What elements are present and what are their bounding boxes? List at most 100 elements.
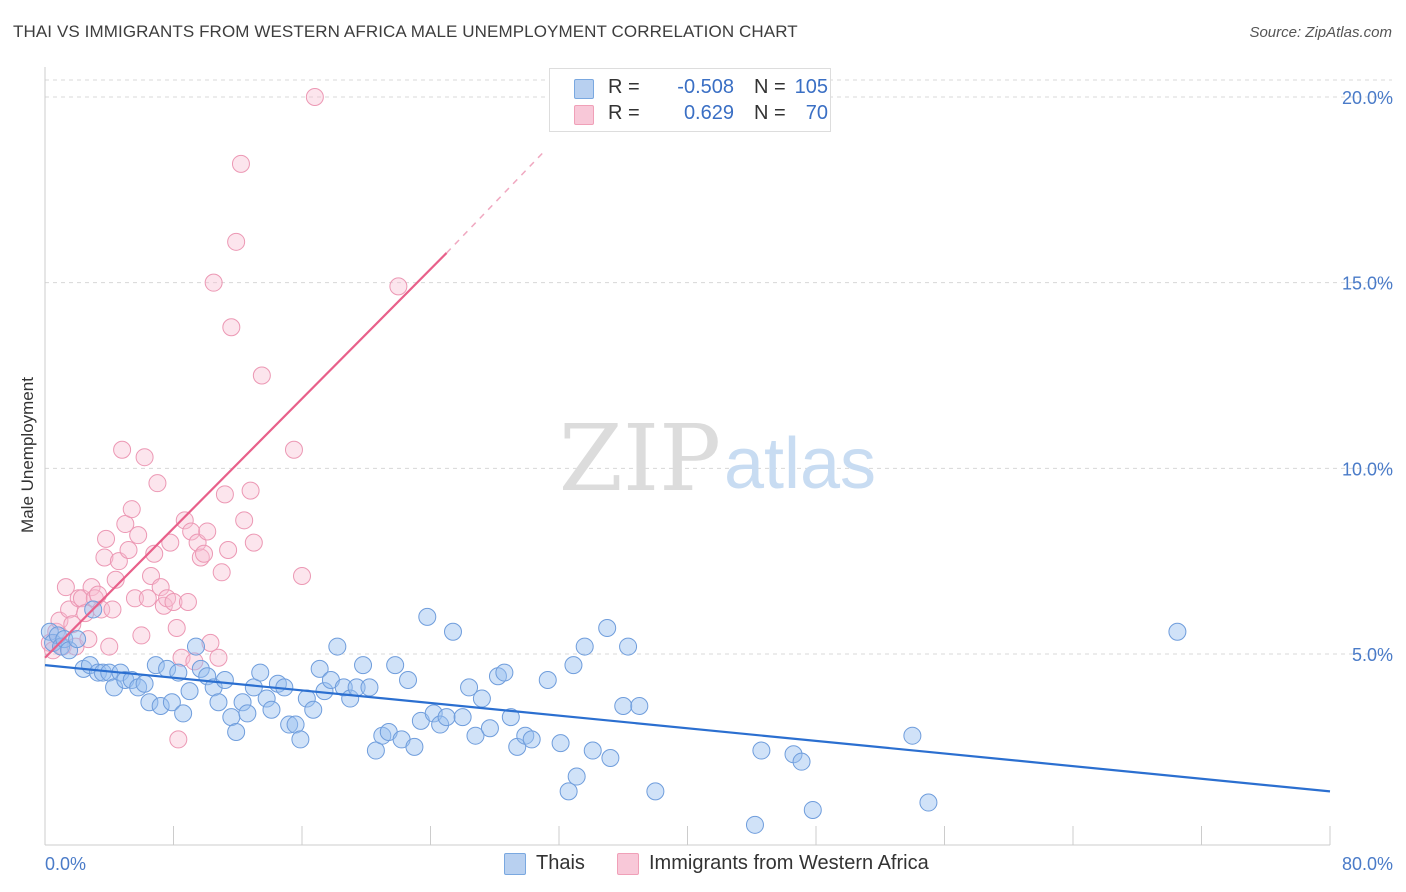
thais-point <box>146 656 165 675</box>
thais-point <box>538 670 557 689</box>
immigrants-point <box>151 578 170 597</box>
immigrants-point <box>231 154 250 173</box>
thais-point <box>480 719 499 738</box>
thais-point <box>575 637 594 656</box>
thais-point <box>135 674 154 693</box>
immigrants-point <box>167 619 186 638</box>
legend-r-label: R = <box>608 102 640 124</box>
thais-point <box>630 696 649 715</box>
immigrants-point <box>227 232 246 251</box>
thais-point <box>191 659 210 678</box>
immigrants-point <box>185 652 204 671</box>
immigrants-point <box>178 593 197 612</box>
immigrants-point <box>293 567 311 586</box>
thais-point <box>646 782 665 801</box>
thais-point <box>564 656 583 675</box>
thais-point <box>559 782 578 801</box>
thais-point <box>233 693 252 712</box>
thais-point <box>501 708 520 727</box>
bottom-legend-swatch-blue <box>504 853 526 875</box>
immigrants-point <box>56 578 75 597</box>
series-immigrants-points <box>40 88 408 749</box>
thais-point <box>140 693 159 712</box>
immigrants-point <box>241 481 260 500</box>
x-tick-label: 0.0% <box>45 854 86 874</box>
immigrants-trend-extension <box>446 152 544 254</box>
trend-lines <box>44 152 1331 793</box>
legend-n-value: 70 <box>805 102 828 124</box>
bottom-legend-label-thais: Thais <box>536 852 585 874</box>
y-tick-label: 20.0% <box>1342 88 1393 108</box>
thais-point <box>180 682 199 701</box>
thais-point <box>280 715 299 734</box>
thais-point <box>366 741 385 760</box>
immigrants-point <box>129 526 148 545</box>
thais-point <box>151 696 170 715</box>
immigrants-point <box>82 578 101 597</box>
thais-point <box>752 741 771 760</box>
thais-point <box>437 708 456 727</box>
thais-point <box>286 715 305 734</box>
immigrants-point <box>195 544 214 563</box>
thais-point <box>466 726 485 745</box>
immigrants-point <box>212 563 231 582</box>
thais-point <box>262 700 281 719</box>
thais-point <box>291 730 310 749</box>
thais-trend-line <box>44 664 1331 793</box>
immigrants-point <box>100 637 119 656</box>
legend-r-label: R = <box>608 76 640 98</box>
thais-point <box>551 734 570 753</box>
immigrants-point <box>138 589 157 608</box>
immigrants-point <box>305 88 324 106</box>
immigrants-point <box>198 522 217 541</box>
immigrants-point <box>215 485 234 504</box>
thais-point <box>614 696 633 715</box>
axes <box>44 67 1331 846</box>
thais-point <box>209 693 228 712</box>
legend-n-label: N = <box>754 102 786 124</box>
legend-n-label: N = <box>754 76 786 98</box>
stats-legend: R = -0.508 N = 105 R = 0.629 N = 70 <box>549 68 831 132</box>
immigrants-point <box>63 615 82 634</box>
legend-swatch-pink <box>574 105 594 125</box>
watermark-zip: ZIP <box>559 405 721 512</box>
immigrants-point <box>235 511 254 530</box>
immigrants-point <box>175 511 194 530</box>
thais-point <box>903 726 922 745</box>
immigrants-point <box>244 533 263 552</box>
thais-point <box>803 800 822 819</box>
legend-r-value: 0.629 <box>683 102 734 124</box>
chart-title: THAI VS IMMIGRANTS FROM WESTERN AFRICA M… <box>13 22 798 41</box>
thais-point <box>745 815 764 834</box>
thais-point <box>105 678 124 697</box>
immigrants-point <box>164 593 183 612</box>
y-tick-label: 10.0% <box>1342 459 1393 479</box>
tick-labels: 5.0% 10.0% 15.0% 20.0% 0.0% 80.0% <box>45 88 1393 874</box>
thais-point <box>919 793 938 812</box>
immigrants-point <box>95 548 114 567</box>
thais-point <box>310 659 329 678</box>
thais-point <box>227 722 246 741</box>
bottom-legend-label-immigrants: Immigrants from Western Africa <box>649 852 929 874</box>
immigrants-point <box>182 522 201 541</box>
watermark: ZIP atlas <box>559 405 876 512</box>
thais-point <box>522 730 541 749</box>
immigrants-point <box>132 626 151 645</box>
immigrants-point <box>201 633 220 652</box>
immigrants-point <box>284 440 303 459</box>
immigrants-point <box>161 533 180 552</box>
thais-point <box>334 678 353 697</box>
immigrants-point <box>222 318 241 337</box>
thais-point <box>495 663 514 682</box>
thais-point <box>238 704 257 723</box>
y-tick-label: 15.0% <box>1342 274 1393 294</box>
watermark-atlas: atlas <box>724 424 876 504</box>
thais-point <box>354 656 373 675</box>
immigrants-point <box>148 474 167 493</box>
immigrants-point <box>204 273 223 292</box>
thais-point <box>583 741 602 760</box>
thais-point <box>598 619 617 638</box>
thais-point <box>431 715 450 734</box>
thais-point <box>251 663 270 682</box>
